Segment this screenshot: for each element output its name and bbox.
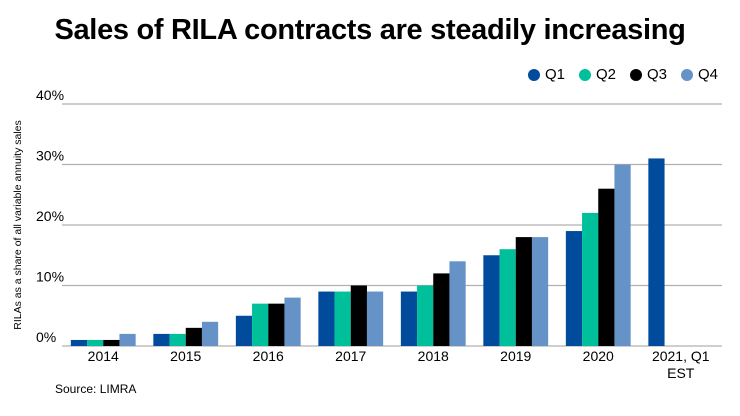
bar-q3-2014 [103, 339, 120, 346]
x-tick-label: EST [667, 365, 695, 381]
bar-q1-2017 [318, 291, 335, 346]
bar-q1-2018 [400, 291, 418, 346]
bar-q4-2019 [531, 237, 549, 346]
legend-item-q4: Q4 [680, 66, 718, 83]
bar-q2-2014 [87, 339, 104, 346]
legend-item-q2: Q2 [578, 66, 616, 83]
x-tick-label: 2018 [418, 348, 449, 364]
y-tick-label: 10% [36, 269, 64, 285]
bar-q3-2016 [268, 303, 285, 346]
legend-marker [527, 68, 540, 81]
bar-q1-2020 [565, 231, 583, 346]
bar-q2-2015 [169, 333, 186, 346]
bar-q3-2017 [350, 285, 367, 346]
legend-marker [629, 68, 642, 81]
legend-marker [578, 68, 591, 81]
bar-q1-2014 [70, 339, 88, 346]
y-tick-label: 20% [36, 208, 64, 224]
bar-q1-2021q1est [648, 158, 665, 346]
bar-q1-2019 [483, 255, 500, 346]
x-tick-label: 2019 [500, 348, 531, 364]
y-tick-label: 0% [36, 329, 56, 345]
bar-q4-2020 [614, 164, 631, 346]
chart-title: Sales of RILA contracts are steadily inc… [54, 14, 686, 46]
bar-q3-2019 [515, 237, 532, 346]
legend-item-q3: Q3 [629, 66, 667, 83]
legend-label: Q1 [544, 66, 565, 83]
bar-q3-2020 [598, 188, 615, 346]
bar-q2-2020 [582, 212, 599, 346]
x-tick-label: 2015 [170, 348, 201, 364]
y-tick-label: 30% [36, 148, 64, 164]
bar-q4-2016 [284, 297, 301, 346]
bar-q4-2015 [201, 321, 219, 346]
bar-q1-2016 [235, 315, 253, 346]
y-axis-label: RILAs as a share of all variable annuity… [12, 120, 24, 330]
legend-label: Q4 [697, 66, 718, 83]
x-tick-label: 2016 [253, 348, 284, 364]
legend-marker [680, 68, 693, 81]
legend-label: Q3 [646, 66, 667, 83]
bar-q2-2016 [252, 303, 269, 346]
legend-label: Q2 [595, 66, 616, 83]
bar-q2-2019 [499, 249, 516, 346]
source-note: Source: LIMRA [55, 382, 137, 396]
bar-q2-2017 [334, 291, 351, 346]
x-tick-label: 2014 [88, 348, 119, 364]
legend-item-q1: Q1 [527, 66, 565, 83]
x-tick-label: 2020 [583, 348, 614, 364]
bar-q4-2014 [119, 333, 136, 346]
bar-q2-2018 [417, 285, 434, 346]
bar-q4-2017 [366, 291, 384, 346]
y-tick-label: 40% [36, 87, 64, 103]
x-tick-label: 2017 [335, 348, 366, 364]
bar-q3-2015 [185, 327, 202, 346]
legend: Q1 Q2 Q3 Q4 [527, 66, 718, 83]
bar-q3-2018 [433, 273, 450, 346]
bar-q4-2018 [449, 261, 466, 346]
x-tick-label: 2021, Q1 [652, 348, 710, 364]
bar-q1-2015 [153, 333, 170, 346]
